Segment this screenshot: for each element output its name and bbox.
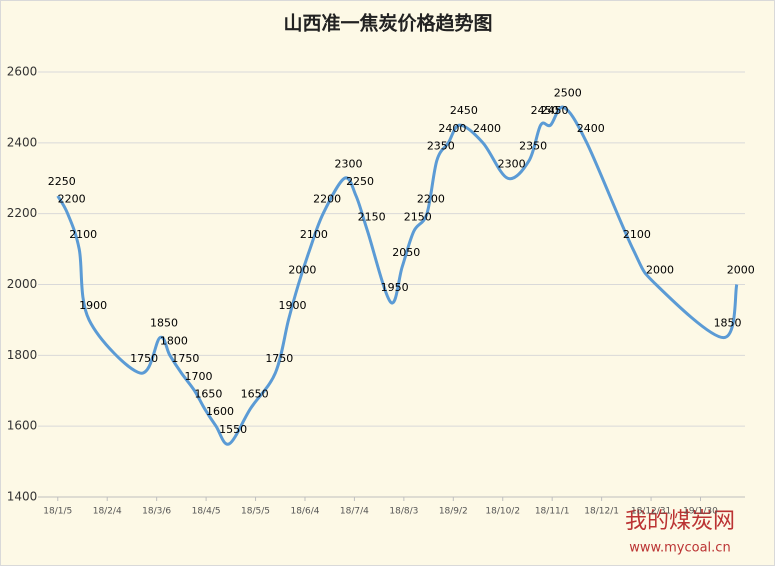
x-tick-label: 18/1/5: [43, 507, 72, 517]
data-label: 1750: [171, 352, 199, 365]
data-label: 1900: [278, 299, 306, 312]
data-label: 1900: [79, 299, 107, 312]
y-tick-label: 2600: [7, 65, 38, 79]
data-label: 1850: [150, 317, 178, 330]
data-label: 1800: [160, 334, 188, 347]
data-label: 2300: [335, 157, 363, 170]
data-label: 2200: [417, 193, 445, 206]
data-label: 2450: [531, 104, 559, 117]
data-label: 2000: [646, 264, 674, 277]
x-tick-label: 18/4/5: [192, 507, 221, 517]
x-tick-label: 18/9/2: [439, 507, 468, 517]
data-label: 2250: [48, 175, 76, 188]
x-tick-label: 19/1/30: [683, 507, 718, 517]
data-label: 1750: [265, 352, 293, 365]
data-label: 2000: [288, 264, 316, 277]
x-tick-label: 18/12/31: [631, 507, 671, 517]
data-label: 2450: [450, 104, 478, 117]
data-label: 1650: [241, 387, 269, 400]
data-label: 2200: [58, 193, 86, 206]
data-label: 1700: [185, 370, 213, 383]
chart-title: 山西准一焦炭价格趋势图: [283, 12, 492, 35]
y-tick-label: 2200: [7, 206, 38, 220]
x-tick-label: 18/7/4: [340, 507, 369, 517]
data-label: 2450: [541, 104, 569, 117]
data-label: 1850: [714, 317, 742, 330]
x-tick-label: 18/10/2: [485, 507, 520, 517]
data-label: 1750: [130, 352, 158, 365]
data-label: 2400: [473, 122, 501, 135]
data-label: 2100: [623, 228, 651, 241]
y-tick-label: 2400: [7, 135, 38, 149]
data-label: 2150: [404, 210, 432, 223]
y-tick-label: 1400: [7, 490, 38, 504]
x-tick-label: 18/11/1: [535, 507, 570, 517]
data-label: 2350: [427, 140, 455, 153]
data-label: 2250: [346, 175, 374, 188]
x-tick-label: 18/6/4: [290, 507, 319, 517]
logo-name: 我的煤炭网: [625, 509, 735, 534]
x-tick-label: 18/12/1: [584, 507, 619, 517]
data-label: 2000: [727, 264, 755, 277]
x-tick-label: 18/3/6: [142, 507, 171, 517]
line-series: [56, 105, 739, 446]
logo-url: www.mycoal.cn: [629, 541, 730, 556]
data-label: 2150: [358, 210, 386, 223]
data-label: 2500: [554, 86, 582, 99]
data-label: 2350: [519, 140, 547, 153]
data-label: 2400: [438, 122, 466, 135]
x-tick-label: 18/8/3: [389, 507, 418, 517]
data-label: 2300: [498, 157, 526, 170]
data-label: 2200: [313, 193, 341, 206]
data-label: 1550: [219, 423, 247, 436]
y-tick-label: 1800: [7, 348, 38, 362]
data-label: 1650: [194, 387, 222, 400]
data-label: 1600: [206, 405, 234, 418]
x-tick-label: 18/5/5: [241, 507, 270, 517]
data-label: 2400: [577, 122, 605, 135]
y-tick-label: 1600: [7, 419, 38, 433]
y-tick-label: 2000: [7, 277, 38, 291]
x-tick-label: 18/2/4: [93, 507, 122, 517]
data-label: 1950: [381, 281, 409, 294]
data-label: 2100: [69, 228, 97, 241]
data-label: 2050: [392, 246, 420, 259]
data-label: 2100: [300, 228, 328, 241]
